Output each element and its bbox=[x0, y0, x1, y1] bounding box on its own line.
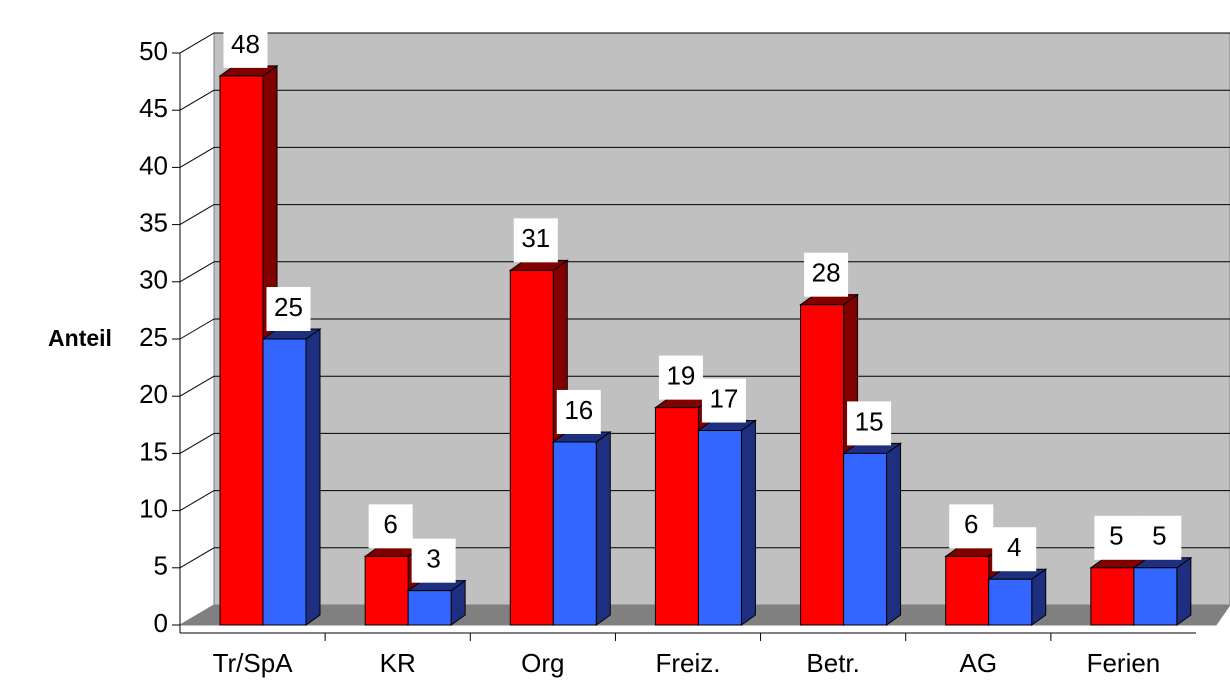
data-label-box bbox=[411, 538, 456, 583]
x-tick-label: Betr. bbox=[806, 648, 859, 678]
bar bbox=[654, 407, 699, 626]
bar bbox=[988, 578, 1033, 626]
bar-side bbox=[595, 430, 611, 626]
data-label: 31 bbox=[521, 223, 550, 253]
x-tick-label: Freiz. bbox=[656, 648, 721, 678]
grid-line bbox=[179, 318, 215, 340]
data-label-box bbox=[1137, 515, 1182, 560]
bar bbox=[1090, 567, 1135, 626]
data-label-box bbox=[223, 23, 268, 68]
data-label-box bbox=[847, 401, 892, 446]
data-label-box bbox=[556, 389, 601, 434]
x-tick-label: Tr/SpA bbox=[213, 648, 294, 678]
data-label-box bbox=[1094, 515, 1139, 560]
grid-line bbox=[179, 146, 215, 168]
y-tick-label: 25 bbox=[139, 322, 168, 352]
data-label-box bbox=[266, 287, 311, 331]
data-label: 25 bbox=[274, 292, 303, 322]
y-tick-label: 40 bbox=[139, 150, 168, 180]
grid-line bbox=[179, 547, 215, 569]
x-tick-label: KR bbox=[380, 648, 416, 678]
bar bbox=[364, 555, 409, 626]
bar bbox=[552, 441, 597, 626]
y-tick-label: 45 bbox=[139, 93, 168, 123]
bar bbox=[945, 555, 990, 626]
bar bbox=[800, 304, 845, 626]
bar bbox=[697, 430, 742, 626]
data-label: 3 bbox=[426, 544, 440, 574]
data-label: 17 bbox=[709, 383, 738, 413]
bar-side bbox=[740, 419, 756, 626]
y-tick-label: 50 bbox=[139, 36, 168, 66]
data-label: 19 bbox=[666, 361, 695, 391]
data-label: 16 bbox=[564, 395, 593, 425]
grid-line bbox=[179, 32, 215, 54]
data-label-box bbox=[513, 218, 558, 263]
y-tick-label: 30 bbox=[139, 265, 168, 295]
y-axis-label: Anteil bbox=[48, 325, 112, 351]
bar bbox=[843, 452, 888, 626]
bar-side bbox=[1176, 556, 1192, 626]
y-tick-label: 0 bbox=[154, 608, 168, 638]
data-label: 4 bbox=[1007, 532, 1021, 562]
data-label: 28 bbox=[812, 258, 841, 288]
bar bbox=[1133, 567, 1178, 626]
grid-line bbox=[179, 490, 215, 512]
data-label-box bbox=[701, 378, 746, 423]
data-label: 6 bbox=[964, 509, 978, 539]
data-label-box bbox=[992, 527, 1037, 572]
data-label-box bbox=[804, 252, 849, 297]
grid-line bbox=[179, 375, 215, 397]
y-tick-label: 35 bbox=[139, 207, 168, 237]
y-tick-label: 15 bbox=[139, 436, 168, 466]
bar-side bbox=[886, 442, 902, 626]
grid-line bbox=[179, 432, 215, 454]
data-label: 48 bbox=[231, 29, 260, 59]
grid-line bbox=[179, 89, 215, 111]
bar bbox=[407, 590, 452, 626]
y-tick-label: 5 bbox=[154, 551, 168, 581]
grid-line bbox=[179, 204, 215, 226]
data-label-box bbox=[949, 504, 994, 549]
x-tick-label: AG bbox=[959, 648, 997, 678]
bar-side bbox=[305, 328, 321, 626]
data-label: 5 bbox=[1109, 521, 1123, 551]
data-label: 15 bbox=[855, 406, 884, 436]
bar bbox=[219, 75, 264, 626]
data-label: 5 bbox=[1152, 521, 1166, 551]
y-tick-label: 20 bbox=[139, 379, 168, 409]
bar bbox=[509, 269, 554, 626]
x-tick-label: Org bbox=[521, 648, 564, 678]
grid-line bbox=[179, 261, 215, 283]
data-label-box bbox=[658, 355, 703, 400]
y-tick-label: 10 bbox=[139, 493, 168, 523]
bar bbox=[262, 338, 307, 626]
data-label-box bbox=[368, 504, 413, 549]
x-tick-label: Ferien bbox=[1087, 648, 1161, 678]
data-label: 6 bbox=[383, 509, 397, 539]
